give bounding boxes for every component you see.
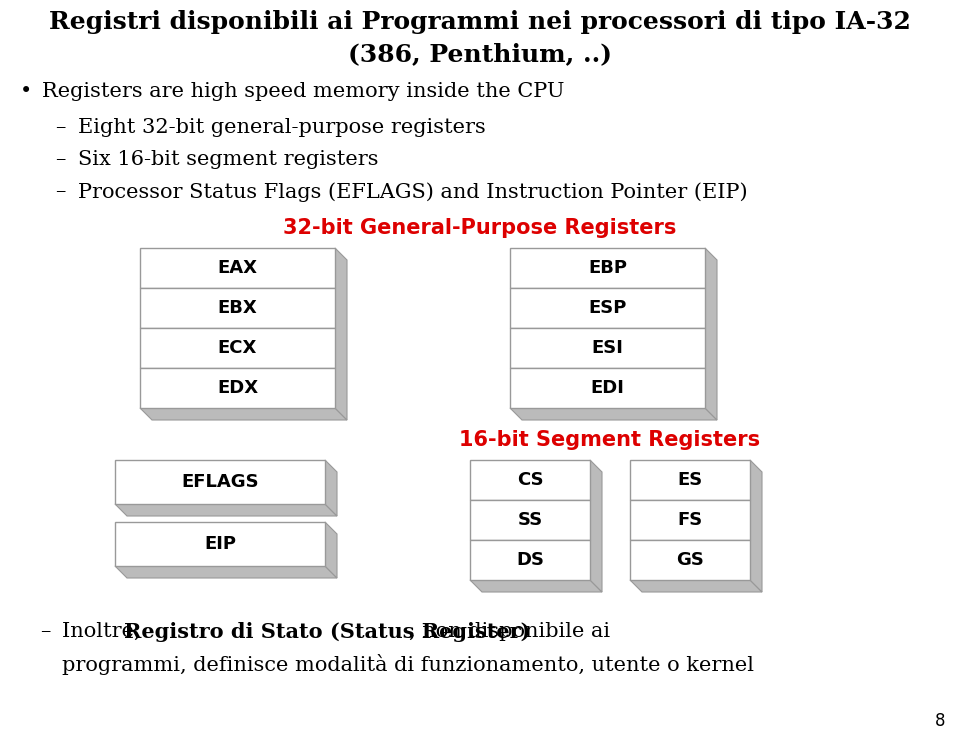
Text: EDX: EDX — [217, 379, 258, 397]
Text: Registers are high speed memory inside the CPU: Registers are high speed memory inside t… — [42, 82, 564, 101]
FancyBboxPatch shape — [115, 522, 325, 566]
Polygon shape — [510, 408, 717, 420]
FancyBboxPatch shape — [510, 328, 705, 368]
Text: Inoltre,: Inoltre, — [62, 622, 147, 641]
Text: EAX: EAX — [218, 259, 257, 277]
Text: Registro di Stato (Status Register): Registro di Stato (Status Register) — [124, 622, 530, 642]
Text: Registri disponibili ai Programmi nei processori di tipo IA-32: Registri disponibili ai Programmi nei pr… — [49, 10, 911, 34]
Text: (386, Penthium, ..): (386, Penthium, ..) — [348, 42, 612, 66]
Text: FS: FS — [678, 511, 703, 529]
Text: DS: DS — [516, 551, 544, 569]
FancyBboxPatch shape — [510, 368, 705, 408]
Text: EFLAGS: EFLAGS — [181, 473, 259, 491]
Text: EBX: EBX — [218, 299, 257, 317]
FancyBboxPatch shape — [140, 288, 335, 328]
Text: ECX: ECX — [218, 339, 257, 357]
Polygon shape — [750, 460, 762, 592]
Text: 8: 8 — [934, 712, 945, 730]
Polygon shape — [630, 580, 762, 592]
Polygon shape — [470, 580, 602, 592]
FancyBboxPatch shape — [470, 540, 590, 580]
Text: ESP: ESP — [588, 299, 627, 317]
Polygon shape — [590, 460, 602, 592]
Text: EDI: EDI — [590, 379, 624, 397]
FancyBboxPatch shape — [470, 500, 590, 540]
Text: Processor Status Flags (EFLAGS) and Instruction Pointer (EIP): Processor Status Flags (EFLAGS) and Inst… — [78, 182, 748, 202]
Polygon shape — [115, 566, 337, 578]
Text: ESI: ESI — [591, 339, 623, 357]
Text: •: • — [20, 82, 33, 101]
Polygon shape — [335, 248, 347, 420]
Text: CS: CS — [516, 471, 543, 489]
FancyBboxPatch shape — [140, 328, 335, 368]
Text: programmi, definisce modalità di funzionamento, utente o kernel: programmi, definisce modalità di funzion… — [62, 654, 754, 675]
FancyBboxPatch shape — [510, 288, 705, 328]
Text: Six 16-bit segment registers: Six 16-bit segment registers — [78, 150, 378, 169]
Text: 16-bit Segment Registers: 16-bit Segment Registers — [460, 430, 760, 450]
Text: ES: ES — [678, 471, 703, 489]
FancyBboxPatch shape — [630, 540, 750, 580]
Text: Eight 32-bit general-purpose registers: Eight 32-bit general-purpose registers — [78, 118, 486, 137]
FancyBboxPatch shape — [510, 248, 705, 288]
Polygon shape — [115, 504, 337, 516]
FancyBboxPatch shape — [630, 460, 750, 500]
Polygon shape — [325, 522, 337, 578]
Text: –: – — [55, 182, 65, 201]
Text: 32-bit General-Purpose Registers: 32-bit General-Purpose Registers — [283, 218, 677, 238]
Text: SS: SS — [517, 511, 542, 529]
FancyBboxPatch shape — [630, 500, 750, 540]
Polygon shape — [705, 248, 717, 420]
Text: EIP: EIP — [204, 535, 236, 553]
Text: –: – — [55, 150, 65, 169]
Text: –: – — [40, 622, 50, 641]
Text: GS: GS — [676, 551, 704, 569]
Polygon shape — [140, 408, 347, 420]
FancyBboxPatch shape — [140, 368, 335, 408]
Text: –: – — [55, 118, 65, 137]
FancyBboxPatch shape — [115, 460, 325, 504]
FancyBboxPatch shape — [140, 248, 335, 288]
Polygon shape — [325, 460, 337, 516]
Text: , non disponibile ai: , non disponibile ai — [409, 622, 611, 641]
FancyBboxPatch shape — [470, 460, 590, 500]
Text: EBP: EBP — [588, 259, 627, 277]
